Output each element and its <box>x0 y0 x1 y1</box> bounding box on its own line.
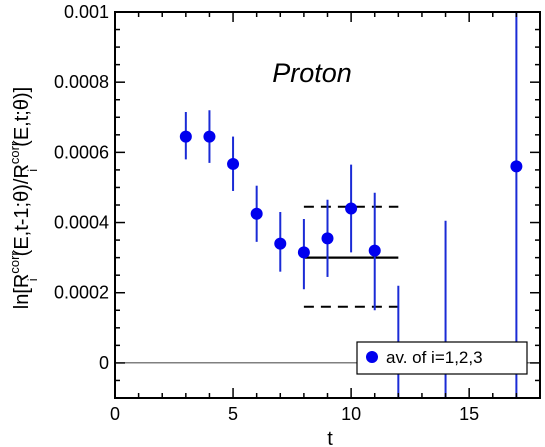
x-tick-label: 10 <box>341 404 361 424</box>
y-label-sub2: i <box>25 169 40 172</box>
data-point-3 <box>179 130 192 143</box>
legend-marker <box>366 351 378 363</box>
y-tick-label: 0.001 <box>64 2 109 22</box>
y-label-sup1: corr <box>7 251 22 274</box>
x-tick-label: 5 <box>228 404 238 424</box>
ticks: 0 5 10 15 0 0.0002 0.0004 0.0006 0.0008 0.001 <box>54 2 541 424</box>
data-point-11 <box>368 244 381 257</box>
plot-area <box>115 12 540 398</box>
x-tick-label: 0 <box>110 404 120 424</box>
chart-annotation: Proton <box>272 58 352 88</box>
data-point-10 <box>345 202 358 215</box>
data-point-5 <box>227 157 240 170</box>
y-label-prefix: ln[R <box>11 274 33 310</box>
data-point-6 <box>250 207 263 220</box>
data-point-17 <box>510 160 523 173</box>
legend-entry: av. of i=1,2,3 <box>386 348 483 367</box>
y-label-mid: (E,t-1;θ)/R <box>11 164 33 256</box>
data-point-7 <box>274 237 287 250</box>
data-point-8 <box>297 246 310 259</box>
y-label-sub1: i <box>25 278 40 281</box>
y-tick-label: 0.0004 <box>54 213 109 233</box>
x-tick-label: 15 <box>459 404 479 424</box>
y-tick-label: 0 <box>99 353 109 373</box>
legend: av. of i=1,2,3 <box>356 341 528 375</box>
y-label-sup2: corr <box>7 141 22 164</box>
y-tick-label: 0.0008 <box>54 72 109 92</box>
y-axis-label: ln[Rcorri(E,t-1;θ)/Rcorri(E,t;θ)] <box>7 87 40 309</box>
y-tick-label: 0.0002 <box>54 283 109 303</box>
y-tick-label: 0.0006 <box>54 142 109 162</box>
legend-box <box>356 341 528 375</box>
y-label-suffix: (E,t;θ)] <box>11 87 33 147</box>
data-point-9 <box>321 232 334 245</box>
data-point-4 <box>203 130 216 143</box>
x-axis-label: t <box>327 428 333 447</box>
plot-frame <box>114 11 541 399</box>
